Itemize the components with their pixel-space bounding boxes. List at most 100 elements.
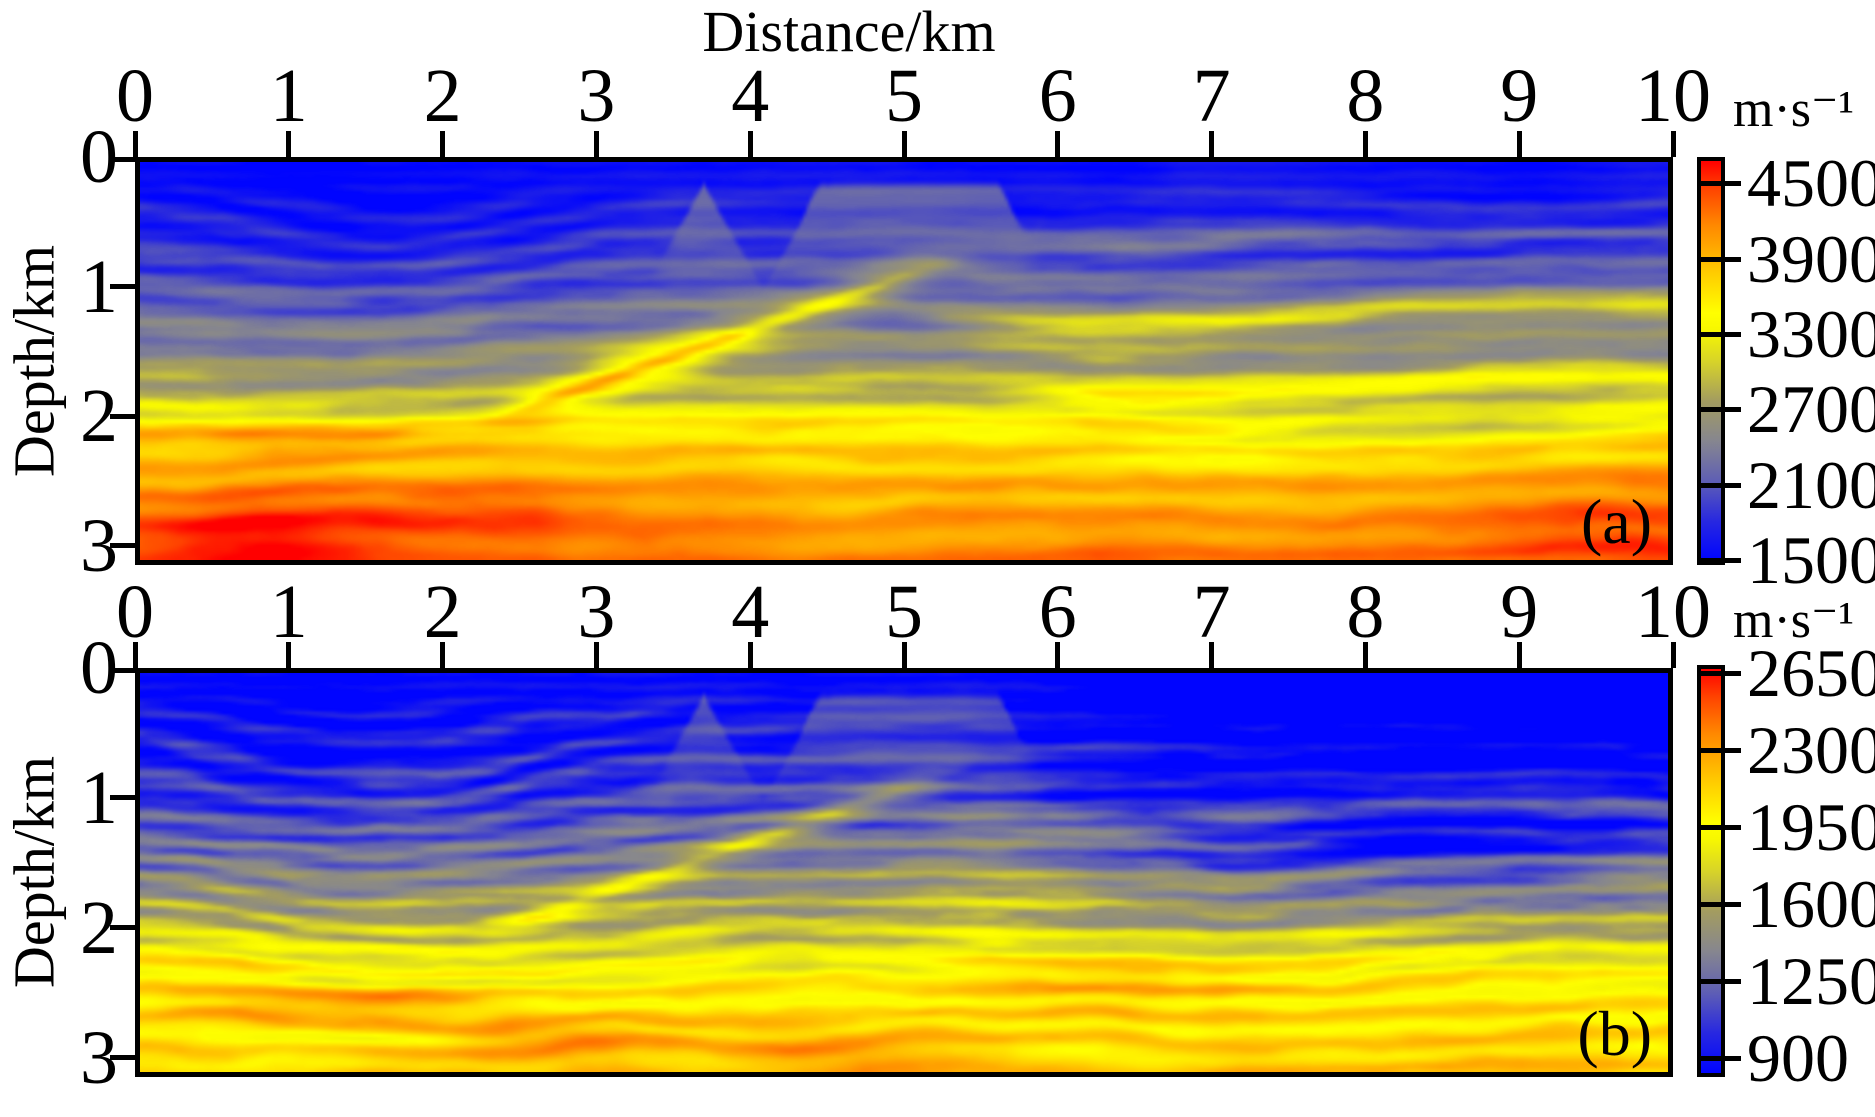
colorbar-segment-line-a (1700, 331, 1722, 337)
x-tick-label: 2 (423, 54, 462, 138)
colorbar-gradient-b (1701, 669, 1721, 1073)
x-tick-mark-a (1516, 131, 1522, 157)
x-tick-label: 4 (731, 570, 770, 654)
x-tick-mark-a (440, 131, 446, 157)
x-tick-label: 7 (1192, 570, 1231, 654)
x-tick-label: 10 (1635, 54, 1711, 138)
colorbar-tick-label-a: 2700 (1747, 371, 1875, 448)
x-tick-label: 5 (885, 54, 923, 138)
colorbar-tick-mark-b (1721, 979, 1741, 984)
x-tick-mark-b (593, 642, 599, 668)
colorbar-tick-mark-a (1721, 331, 1741, 337)
x-tick-label: 2 (423, 570, 462, 654)
heatmap-panel-b: (b) (135, 668, 1673, 1077)
y-tick-mark-b (110, 795, 135, 801)
y-tick-label-b: 0 (80, 626, 118, 710)
y-tick-label-b: 2 (80, 885, 118, 970)
colorbar-tick-mark-b (1721, 670, 1741, 676)
x-tick-mark-a (1209, 131, 1215, 157)
x-tick-mark-a (1670, 131, 1676, 157)
x-tick-label: 9 (1500, 570, 1539, 654)
x-tick-labels-panel-a: 0 1 2 3 4 5 6 7 8 9 10 (0, 58, 1875, 134)
colorbar-tick-mark-b (1721, 1056, 1741, 1062)
colorbar-segment-line-a (1700, 181, 1722, 187)
colorbar-tick-mark-a (1721, 256, 1741, 262)
y-tick-mark-a (110, 413, 135, 419)
colorbar-tick-label-b: 2300 (1747, 711, 1875, 788)
y-tick-label-a: 1 (80, 244, 118, 329)
colorbar-tick-mark-b (1721, 901, 1741, 907)
x-tick-mark-b (1055, 642, 1061, 668)
x-tick-label: 4 (731, 54, 770, 138)
colorbar-segment-line-b (1700, 979, 1722, 984)
x-tick-mark-b (440, 642, 446, 668)
x-tick-label: 6 (1038, 570, 1077, 654)
x-tick-label: 8 (1346, 570, 1385, 654)
x-tick-mark-b (1209, 642, 1215, 668)
x-tick-mark-a (286, 131, 292, 157)
colorbar-segment-line-b (1700, 747, 1722, 753)
colorbar-segment-line-a (1700, 482, 1722, 488)
y-tick-mark-b (110, 925, 135, 931)
velocity-heatmap-a (140, 162, 1668, 560)
x-tick-mark-b (747, 642, 753, 668)
y-tick-mark-a (110, 156, 135, 162)
x-tick-label: 1 (269, 570, 308, 654)
colorbar-tick-mark-b (1721, 824, 1741, 830)
x-tick-mark-a (1362, 131, 1368, 157)
x-tick-label: 1 (269, 54, 308, 138)
x-tick-label: 3 (577, 54, 616, 138)
y-tick-label-a: 3 (80, 503, 118, 588)
x-tick-label: 5 (885, 570, 923, 654)
colorbar-unit-a: m·s⁻¹ (1733, 81, 1855, 138)
x-tick-mark-b (1362, 642, 1368, 668)
colorbar-tick-mark-a (1721, 407, 1741, 413)
x-tick-mark-b (901, 642, 907, 668)
x-tick-mark-b (1670, 642, 1676, 668)
colorbar-tick-label-b: 900 (1747, 1020, 1849, 1097)
x-tick-label: 10 (1635, 570, 1711, 654)
heatmap-panel-a: (a) (135, 157, 1673, 565)
colorbar-segment-line-a (1700, 558, 1722, 564)
x-tick-mark-b (132, 642, 138, 668)
colorbar-segment-line-b (1700, 824, 1722, 830)
colorbar-segment-line-b (1700, 1056, 1722, 1062)
x-tick-label: 9 (1500, 54, 1539, 138)
x-tick-mark-a (901, 131, 907, 157)
colorbar-tick-label-b: 1600 (1747, 865, 1875, 942)
colorbar-tick-label-a: 1500 (1747, 522, 1875, 599)
colorbar-unit-b: m·s⁻¹ (1733, 592, 1855, 649)
colorbar-tick-mark-a (1721, 181, 1741, 187)
colorbar-segment-line-a (1700, 256, 1722, 262)
colorbar-panel-a (1697, 157, 1725, 565)
y-tick-label-a: 0 (80, 115, 118, 199)
x-tick-label: 0 (116, 54, 154, 138)
y-tick-mark-a (110, 284, 135, 290)
panel-label-a: (a) (1580, 486, 1652, 557)
y-tick-mark-a (110, 543, 135, 549)
x-tick-mark-a (132, 131, 138, 157)
y-tick-label-a: 2 (80, 374, 118, 459)
x-tick-mark-a (1055, 131, 1061, 157)
colorbar-tick-label-b: 1250 (1747, 943, 1875, 1019)
x-tick-label: 7 (1192, 54, 1231, 138)
x-tick-label: 8 (1346, 54, 1385, 138)
x-tick-labels-panel-b: 0 1 2 3 4 5 6 7 8 9 10 (0, 574, 1875, 650)
x-tick-mark-b (286, 642, 292, 668)
colorbar-tick-mark-a (1721, 482, 1741, 488)
colorbar-segment-line-b (1700, 670, 1722, 676)
colorbar-segment-line-b (1700, 901, 1722, 907)
x-axis-title: Distance/km (702, 0, 996, 64)
x-tick-mark-a (593, 131, 599, 157)
x-tick-label: 0 (116, 570, 154, 654)
y-tick-label-b: 3 (80, 1015, 118, 1100)
colorbar-tick-label-a: 3300 (1747, 295, 1875, 372)
x-tick-mark-b (1516, 642, 1522, 668)
x-tick-label: 6 (1038, 54, 1077, 138)
colorbar-panel-b (1697, 665, 1725, 1077)
colorbar-tick-label-b: 1950 (1747, 788, 1875, 865)
colorbar-tick-mark-a (1721, 558, 1741, 564)
panel-label-b: (b) (1577, 998, 1652, 1069)
colorbar-tick-label-a: 3900 (1747, 220, 1875, 297)
colorbar-tick-label-b: 2650 (1747, 634, 1875, 711)
